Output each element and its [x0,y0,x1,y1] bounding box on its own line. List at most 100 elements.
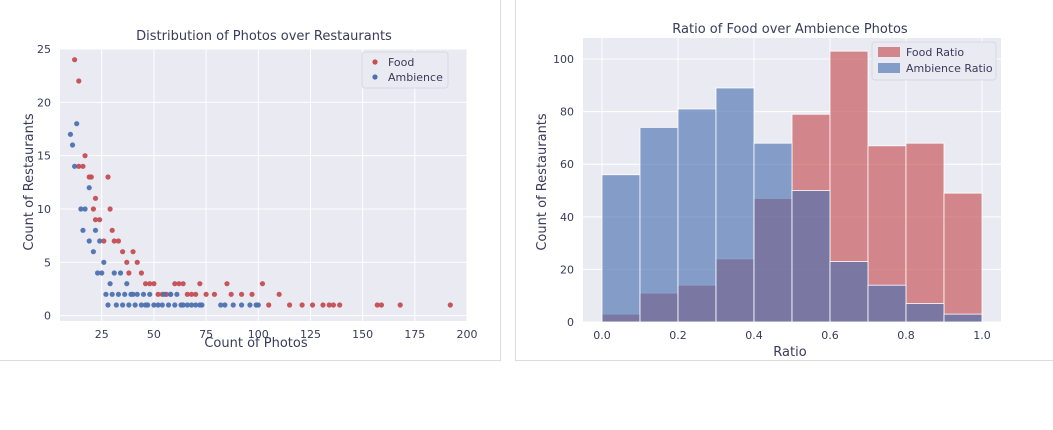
histogram-legend [871,41,997,81]
scatter-point-ambience [92,227,99,233]
scatter-legend-marker [372,74,378,80]
scatter-point-food [276,291,282,297]
scatter-point-ambience [161,291,167,297]
scatter-point-food [299,302,305,308]
histogram-bar-ambience-ratio [905,303,945,323]
histogram-chart: Ratio of Food over Ambience Photos Ratio… [535,22,1001,360]
histogram-bar-ambience-ratio [829,261,869,323]
scatter-point-ambience [111,270,117,276]
scatter-point-food [88,174,94,180]
scatter-point-ambience [103,291,109,297]
scatter-point-ambience [94,270,101,276]
scatter-point-ambience [97,238,103,244]
scatter-point-food [238,291,245,297]
scatter-point-food [97,217,103,223]
scatter-point-ambience [113,302,119,308]
scatter-y-tick-label: 5 [44,256,51,269]
histogram-y-tick-label: 20 [560,263,574,276]
scatter-point-ambience [67,131,74,137]
scatter-point-food [193,291,199,297]
scatter-point-food [120,249,126,255]
histogram-bar-ambience-ratio [639,127,679,323]
histogram-bar-ambience-ratio [791,190,831,323]
scatter-point-food [155,291,161,297]
scatter-panel: Distribution of Photos over Restaurants … [0,0,501,361]
scatter-point-ambience [122,291,128,297]
scatter-point-ambience [140,291,147,297]
scatter-x-tick-label: 125 [300,328,321,341]
scatter-point-food [266,302,272,308]
scatter-point-ambience [99,270,105,276]
scatter-point-ambience [193,302,199,308]
histogram-x-tick-label: 0.6 [821,329,839,342]
scatter-point-food [111,238,117,244]
histogram-legend-label: Ambience Ratio [906,62,993,75]
scatter-point-ambience [230,302,236,308]
scatter-y-label: Count of Restaurants [22,113,37,251]
scatter-point-food [374,302,380,308]
scatter-point-ambience [72,163,78,169]
scatter-point-food [92,217,99,223]
scatter-point-ambience [86,238,92,244]
scatter-point-ambience [86,185,92,191]
histogram-y-tick-label: 40 [560,211,574,224]
scatter-point-food [138,270,144,276]
scatter-y-tick-label: 15 [37,150,51,163]
scatter-point-ambience [218,302,224,308]
scatter-point-food [249,291,255,297]
histogram-x-tick-label: 0.2 [669,329,687,342]
scatter-plot-area [60,49,467,321]
histogram-y-tick-label: 0 [567,316,574,329]
scatter-point-ambience [124,281,130,287]
scatter-point-food [203,291,209,297]
scatter-point-ambience [159,302,165,308]
histogram-bar-ambience-ratio [943,313,983,323]
histogram-y-tick-label: 100 [553,53,574,66]
scatter-point-food [330,302,337,308]
histogram-bar-ambience-ratio [715,87,755,323]
scatter-point-ambience [74,121,80,127]
scatter-point-food [130,249,136,255]
scatter-point-ambience [82,206,88,212]
scatter-point-food [320,302,326,308]
scatter-point-food [224,281,230,287]
histogram-title: Ratio of Food over Ambience Photos [672,22,908,37]
histogram-x-label: Ratio [773,345,806,360]
scatter-legend-label: Food [388,56,414,69]
scatter-point-food [92,195,99,201]
scatter-x-tick-label: 50 [147,328,161,341]
scatter-point-ambience [90,249,96,255]
scatter-point-food [107,206,113,212]
scatter-point-ambience [199,302,205,308]
scatter-y-tick-label: 20 [37,96,51,109]
scatter-point-ambience [147,291,153,297]
scatter-point-ambience [184,302,190,308]
scatter-x-tick-label: 200 [457,328,478,341]
scatter-point-ambience [188,302,195,308]
histogram-x-tick-label: 1.0 [973,329,991,342]
scatter-point-food [76,78,82,84]
scatter-point-ambience [115,291,122,297]
scatter-point-ambience [247,302,253,308]
histogram-bar-ambience-ratio [601,174,641,323]
scatter-point-ambience [105,302,111,308]
scatter-point-ambience [138,302,144,308]
scatter-y-tick-label: 10 [37,203,51,216]
scatter-point-ambience [69,142,76,148]
scatter-point-ambience [174,291,180,297]
scatter-point-food [309,302,316,308]
histogram-y-tick-label: 60 [560,158,574,171]
scatter-point-ambience [238,302,245,308]
scatter-x-label: Count of Photos [204,336,307,351]
scatter-point-food [76,163,82,169]
scatter-point-ambience [101,259,107,265]
scatter-point-food [134,259,140,265]
scatter-point-food [126,270,132,276]
scatter-point-food [259,281,266,287]
histogram-bar-ambience-ratio [867,284,907,323]
scatter-legend [361,51,449,89]
scatter-point-ambience [145,302,151,308]
scatter-y-tick-label: 0 [44,310,51,323]
histogram-bar-ambience-ratio [753,142,793,323]
scatter-point-ambience [126,302,132,308]
